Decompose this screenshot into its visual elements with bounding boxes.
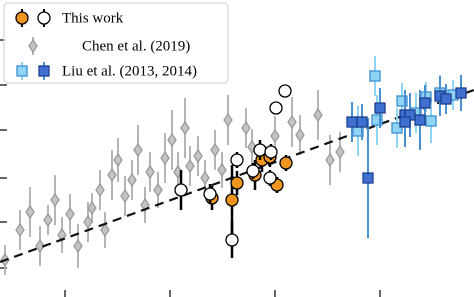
legend-marker — [37, 11, 51, 25]
legend-label: This work — [62, 10, 124, 26]
data-point — [295, 127, 305, 143]
data-point — [325, 152, 335, 168]
data-point — [335, 144, 345, 160]
trend-line — [0, 88, 474, 264]
data-point — [313, 107, 323, 123]
data-point — [230, 153, 244, 167]
data-point — [160, 150, 170, 166]
legend-marker — [15, 11, 29, 25]
data-point — [145, 164, 155, 180]
data-point — [225, 233, 239, 247]
data-point — [253, 143, 267, 157]
data-point — [83, 214, 93, 230]
data-point — [25, 204, 35, 220]
data-point — [362, 172, 374, 184]
data-point — [127, 172, 137, 188]
data-point — [50, 192, 60, 208]
data-point — [200, 170, 210, 186]
data-point — [95, 182, 105, 198]
data-point — [174, 183, 188, 197]
data-point — [113, 152, 123, 168]
data-point — [241, 120, 251, 136]
legend-label: Chen et al. (2019) — [82, 38, 190, 54]
data-point — [440, 93, 452, 105]
data-point — [133, 142, 143, 158]
data-point — [120, 188, 130, 204]
data-point — [107, 167, 117, 183]
data-point — [43, 212, 53, 228]
data-point — [419, 97, 431, 109]
data-point — [279, 156, 293, 170]
data-point — [399, 116, 411, 128]
data-point — [180, 120, 190, 136]
data-point — [369, 70, 381, 82]
legend-box — [3, 2, 229, 84]
data-point — [210, 142, 220, 158]
legend-marker — [16, 65, 28, 77]
data-point — [73, 238, 83, 254]
data-point — [396, 95, 408, 107]
data-point — [455, 87, 467, 99]
data-point — [223, 112, 233, 128]
data-point — [425, 115, 437, 127]
legend-marker — [28, 38, 38, 54]
legend: This work Chen et al. (2019) Liu et al. (2… — [3, 2, 229, 84]
data-point — [217, 162, 227, 178]
data-point — [269, 101, 283, 115]
data-point — [87, 200, 97, 216]
legend-label: Liu et al. (2013, 2014) — [62, 63, 197, 79]
data-point — [167, 132, 177, 148]
data-point — [193, 148, 203, 164]
legend-marker — [38, 65, 50, 77]
data-point — [225, 193, 239, 207]
data-point — [346, 116, 358, 128]
data-point — [185, 158, 195, 174]
data-point — [391, 122, 403, 134]
data-point — [35, 238, 45, 254]
data-point — [278, 84, 292, 98]
data-point — [203, 187, 217, 201]
data-point — [374, 102, 386, 114]
data-point — [153, 182, 163, 198]
data-point — [15, 222, 25, 238]
data-point — [65, 206, 75, 222]
data-point — [371, 114, 383, 126]
data-point — [270, 128, 280, 144]
data-point — [287, 114, 297, 130]
data-point — [356, 116, 368, 128]
data-point — [100, 222, 110, 238]
data-point — [263, 171, 277, 185]
data-point — [246, 164, 260, 178]
data-point — [230, 176, 244, 190]
data-point — [414, 114, 426, 126]
data-point — [264, 145, 278, 159]
